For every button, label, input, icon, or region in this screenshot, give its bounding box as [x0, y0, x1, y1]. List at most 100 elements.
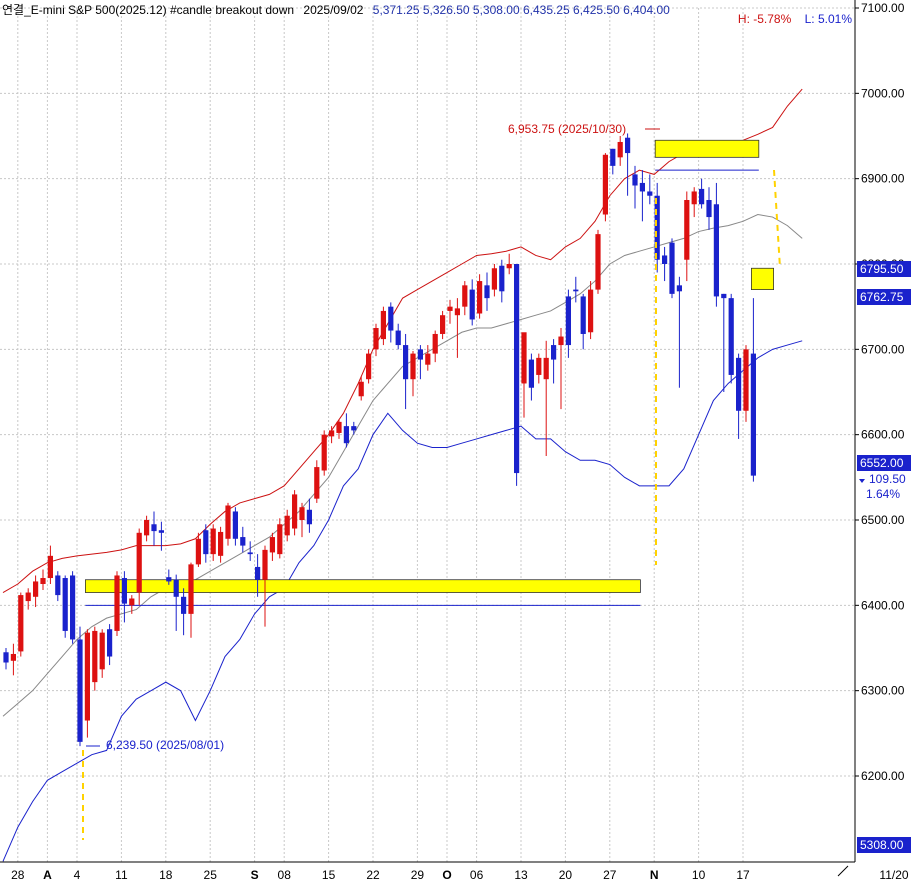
candle [484, 272, 490, 311]
candle [188, 562, 194, 638]
y-tick-label: 6600.00 [861, 428, 905, 442]
x-tick-label: 17 [736, 868, 750, 882]
candle [595, 229, 601, 294]
candle-body [284, 515, 290, 536]
candle-body [602, 154, 608, 215]
candle [514, 264, 520, 486]
candle-body [588, 289, 594, 333]
candle-body [699, 188, 705, 205]
candle-body [410, 353, 416, 380]
candle-body [447, 306, 453, 311]
chart-title: 연결_E-mini S&P 500(2025.12) #candle break… [2, 3, 295, 17]
candle-body [440, 315, 446, 334]
candle-body [92, 630, 98, 683]
candle [639, 170, 645, 222]
candle-body [380, 310, 386, 340]
candle-body [580, 296, 586, 334]
badge-last: 6552.00 [860, 456, 904, 470]
candle-body [210, 528, 216, 555]
candle [403, 333, 409, 410]
candle-body [351, 426, 357, 431]
candle-body [107, 629, 113, 657]
candle [255, 554, 261, 597]
candle [602, 153, 608, 222]
candle-body [218, 531, 224, 556]
candle [558, 328, 564, 410]
candle-body [77, 639, 83, 742]
candle-body [144, 520, 150, 536]
candle [610, 148, 616, 175]
candle-body [336, 421, 342, 433]
candle [173, 574, 179, 631]
candle-body [654, 195, 660, 260]
candle-body [743, 349, 749, 411]
candle-body [536, 357, 542, 375]
candle [388, 302, 394, 343]
change-abs: 109.50 [869, 472, 906, 486]
candle-body [484, 285, 490, 299]
axis-hatch [837, 865, 849, 877]
header-ohlc-3: 6,435.25 [522, 3, 570, 17]
candle-body [314, 467, 320, 499]
candle-body [3, 652, 9, 663]
candle [543, 340, 549, 456]
candle-body [528, 359, 534, 388]
candle [506, 253, 512, 275]
candle [232, 507, 238, 546]
candle [728, 293, 734, 384]
candle [551, 339, 557, 384]
x-tick-label: 08 [278, 868, 292, 882]
y-tick-label: 6700.00 [861, 342, 905, 356]
candle-body [506, 264, 512, 269]
high-percent: H: -5.78% [737, 12, 792, 26]
y-tick-label: 6400.00 [861, 598, 905, 612]
candle [70, 571, 76, 644]
candle [684, 191, 690, 282]
candle [699, 178, 705, 209]
candle [321, 430, 327, 476]
x-tick-label: 06 [470, 868, 484, 882]
badge-last-bg [857, 455, 911, 471]
candle-body [269, 537, 275, 553]
candle [40, 569, 46, 590]
candle [706, 187, 712, 230]
candle [713, 182, 719, 307]
candle [62, 575, 68, 638]
candle-body [551, 345, 557, 360]
x-tick-label: 15 [322, 868, 336, 882]
candle-body [595, 234, 601, 290]
candle [284, 509, 290, 542]
candle [181, 588, 187, 636]
candle [314, 460, 320, 503]
candle-body [292, 494, 298, 529]
candle-body [403, 345, 409, 380]
candle [617, 136, 623, 166]
candle-body [514, 264, 520, 474]
candle-body [181, 596, 187, 614]
candle-body [262, 549, 268, 580]
candle [469, 279, 475, 326]
badge-upper-bg [857, 261, 911, 277]
candle-body [299, 507, 305, 520]
candle-body [47, 555, 53, 579]
header-ohlc-0: 5,371.25 [372, 3, 420, 17]
candle [218, 526, 224, 563]
x-tick-label: 10 [692, 868, 706, 882]
candle [743, 345, 749, 422]
candle [380, 306, 386, 346]
badge-upper: 6795.50 [860, 262, 904, 276]
candle [425, 345, 431, 371]
candle [477, 274, 483, 319]
x-tick-label: 4 [74, 868, 81, 882]
candle-body [610, 148, 616, 166]
candle-body [247, 552, 253, 555]
x-tick-label: 22 [366, 868, 380, 882]
candle-body [573, 289, 579, 292]
candle [536, 353, 542, 384]
x-tick-label: 27 [603, 868, 617, 882]
candle-body [388, 306, 394, 331]
candle-body [358, 381, 364, 397]
candle-body [632, 174, 638, 186]
candle [136, 528, 142, 606]
